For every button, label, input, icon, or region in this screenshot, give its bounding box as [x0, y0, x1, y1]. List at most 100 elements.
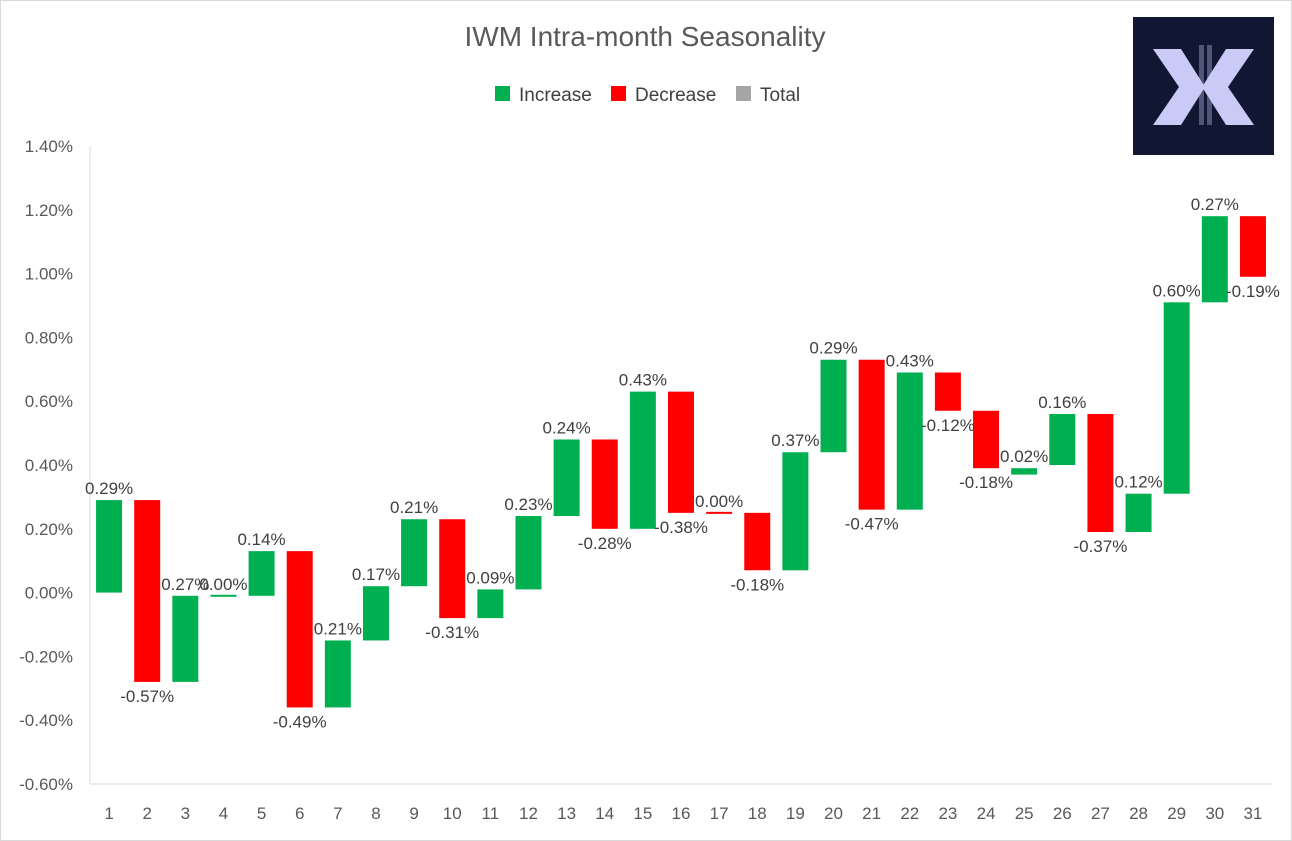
data-label: 0.37%: [771, 431, 819, 450]
legend-label-decrease: Decrease: [635, 85, 716, 106]
x-tick-label: 1: [104, 804, 113, 823]
waterfall-bar: [858, 359, 885, 510]
x-tick-label: 28: [1129, 804, 1148, 823]
y-tick-label: -0.20%: [19, 647, 73, 666]
waterfall-bar: [1201, 216, 1228, 303]
brand-logo: [1133, 17, 1274, 155]
y-tick-label: -0.60%: [19, 775, 73, 794]
data-label: 0.27%: [161, 575, 209, 594]
waterfall-bar: [934, 372, 961, 411]
x-tick-label: 13: [557, 804, 576, 823]
data-label: -0.47%: [845, 515, 899, 534]
x-tick-label: 23: [938, 804, 957, 823]
waterfall-bar: [744, 512, 771, 571]
data-label: -0.18%: [959, 473, 1013, 492]
waterfall-bar: [515, 516, 542, 590]
waterfall-bar: [1087, 413, 1114, 532]
data-label: 0.17%: [352, 565, 400, 584]
data-label: -0.12%: [921, 416, 975, 435]
x-tick-label: 16: [672, 804, 691, 823]
data-labels: 0.29%-0.57%0.27%0.00%0.14%-0.49%0.21%0.1…: [85, 195, 1280, 731]
data-label: 0.02%: [1000, 447, 1048, 466]
waterfall-bar: [896, 372, 923, 510]
legend-label-total: Total: [760, 85, 800, 106]
data-label: 0.21%: [390, 498, 438, 517]
waterfall-bar: [210, 594, 237, 597]
waterfall-bar: [1239, 216, 1266, 277]
x-tick-label: 21: [862, 804, 881, 823]
data-label: 0.21%: [314, 619, 362, 638]
data-label: -0.38%: [654, 518, 708, 537]
y-axis: 1.40% 1.20% 1.00% 0.80% 0.60% 0.40% 0.20% 0.00%…: [19, 137, 91, 794]
waterfall-bar: [362, 586, 389, 641]
x-tick-label: 5: [257, 804, 266, 823]
x-tick-label: 4: [219, 804, 228, 823]
y-tick-label: 0.60%: [25, 392, 73, 411]
x-tick-label: 3: [181, 804, 190, 823]
waterfall-bar: [248, 551, 275, 596]
legend-swatch-total: [736, 86, 751, 101]
x-tick-label: 20: [824, 804, 843, 823]
waterfall-bar: [820, 359, 847, 453]
x-axis: 1 2 3 4 5 6 7 8 9 10 11 12 13 14 15 16 17 18 19 20 21 22 23 24 2…: [90, 783, 1272, 823]
data-label: 0.24%: [543, 418, 591, 437]
x-tick-label: 17: [710, 804, 729, 823]
x-tick-label: 6: [295, 804, 304, 823]
legend-swatch-increase: [495, 86, 510, 101]
data-label: 0.43%: [886, 351, 934, 370]
waterfall-bar: [134, 500, 161, 682]
waterfall-bar: [286, 551, 313, 708]
data-label: 0.00%: [199, 575, 247, 594]
data-label: -0.37%: [1073, 537, 1127, 556]
waterfall-bar: [973, 410, 1000, 469]
waterfall-bar: [96, 500, 123, 593]
x-tick-label: 26: [1053, 804, 1072, 823]
x-tick-label: 25: [1015, 804, 1034, 823]
x-tick-label: 19: [786, 804, 805, 823]
chart-title: IWM Intra-month Seasonality: [464, 21, 825, 52]
data-label: 0.43%: [619, 371, 667, 390]
waterfall-bar: [668, 391, 694, 513]
y-tick-label: 0.00%: [25, 584, 73, 603]
x-tick-label: 12: [519, 804, 538, 823]
x-tick-label: 24: [977, 804, 996, 823]
data-label: -0.31%: [425, 623, 479, 642]
x-tick-label: 22: [900, 804, 919, 823]
data-label: 0.27%: [1191, 195, 1239, 214]
data-label: 0.29%: [809, 339, 857, 358]
legend-label-increase: Increase: [519, 85, 592, 106]
waterfall-bar: [706, 511, 733, 514]
data-label: 0.23%: [504, 495, 552, 514]
x-tick-label: 11: [482, 804, 500, 823]
waterfall-bar: [172, 595, 199, 682]
y-tick-label: 1.00%: [25, 265, 73, 284]
y-tick-label: -0.40%: [19, 711, 73, 730]
y-tick-label: 0.20%: [25, 520, 73, 539]
waterfall-bar: [324, 640, 351, 708]
x-tick-label: 15: [633, 804, 652, 823]
waterfall-bar: [1011, 468, 1038, 475]
data-label: 0.00%: [695, 492, 743, 511]
data-label: 0.29%: [85, 479, 133, 498]
x-tick-label: 9: [409, 804, 418, 823]
x-tick-label: 31: [1243, 804, 1262, 823]
x-tick-label: 29: [1167, 804, 1186, 823]
x-tick-label: 8: [371, 804, 380, 823]
y-tick-label: 1.40%: [25, 137, 73, 156]
data-label: 0.60%: [1153, 281, 1201, 300]
data-label: 0.12%: [1114, 473, 1162, 492]
waterfall-bar: [553, 439, 580, 517]
data-label: -0.19%: [1226, 282, 1280, 301]
legend-swatch-decrease: [611, 86, 626, 101]
double-chevron-x-logo-icon: [1153, 45, 1254, 125]
data-label: 0.14%: [237, 530, 285, 549]
chart-legend: Increase Decrease Total: [495, 85, 800, 106]
data-label: -0.28%: [578, 534, 632, 553]
x-tick-label: 27: [1091, 804, 1110, 823]
x-tick-label: 14: [595, 804, 614, 823]
waterfall-bar: [439, 519, 466, 619]
waterfall-bar: [591, 439, 618, 529]
data-label: -0.57%: [120, 687, 174, 706]
x-tick-label: 30: [1205, 804, 1224, 823]
